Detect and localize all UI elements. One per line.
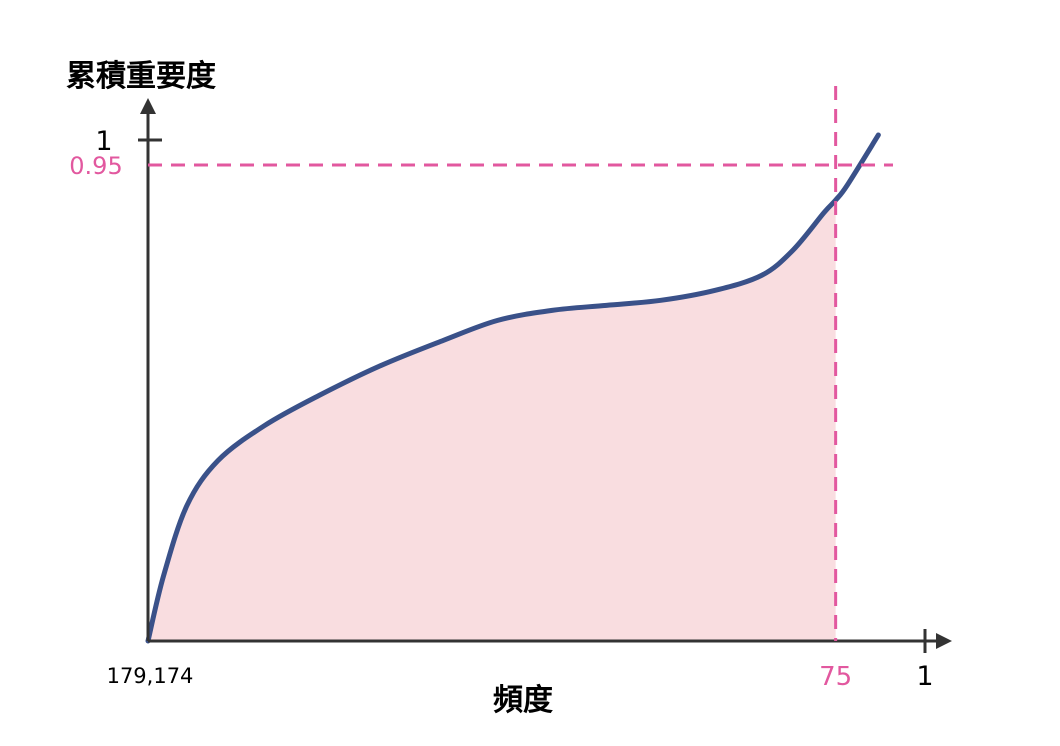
x-axis-arrow	[936, 633, 952, 649]
shaded-area	[148, 200, 836, 641]
threshold-y-label: 0.95	[69, 152, 122, 180]
x-start-label: 179,174	[107, 664, 194, 688]
x-axis-label: 頻度	[493, 683, 553, 718]
y-axis-arrow	[140, 98, 156, 114]
y-axis-label: 累積重要度	[66, 59, 216, 94]
x-end-label: 1	[916, 661, 933, 692]
threshold-x-label: 75	[819, 662, 852, 692]
y-top-tick-label: 1	[95, 126, 112, 157]
importance-curve	[145, 132, 881, 644]
